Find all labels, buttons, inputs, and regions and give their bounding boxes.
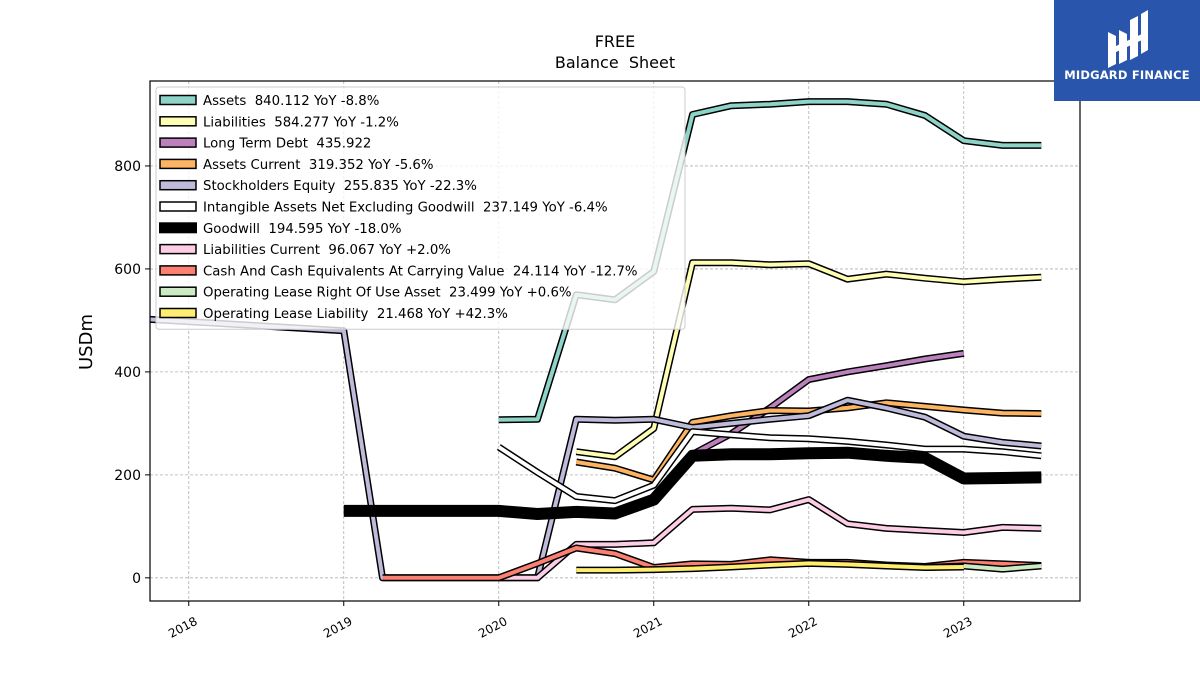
series-line [382, 546, 1042, 580]
legend-item: Goodwill 194.595 YoY -18.0% [159, 222, 402, 237]
y-tick-label: 200 [114, 468, 141, 484]
series-liabilities [575, 259, 1042, 461]
series-line [576, 561, 964, 573]
legend-label: Goodwill 194.595 YoY -18.0% [203, 222, 402, 237]
legend-item: Long Term Debt 435.922 [159, 137, 371, 152]
legend-item: Liabilities Current 96.067 YoY +2.0% [159, 243, 451, 258]
legend-item: Operating Lease Right Of Use Asset 23.49… [159, 286, 572, 301]
brand-logo: MIDGARD FINANCE [1054, 0, 1200, 101]
series-long-term-debt [690, 349, 965, 458]
series-line [576, 260, 1042, 459]
brand-name: MIDGARD FINANCE [1064, 68, 1190, 82]
x-tick-label: 2018 [166, 614, 200, 641]
legend-item: Stockholders Equity 255.835 YoY -22.3% [159, 179, 477, 194]
series-line [497, 429, 1042, 503]
midgard-logo-icon [1108, 10, 1148, 68]
legend-label: Assets 840.112 YoY -8.8% [203, 94, 379, 109]
legend-swatch [159, 222, 197, 234]
legend-swatch [159, 286, 197, 297]
legend-item: Assets 840.112 YoY -8.8% [159, 94, 379, 109]
x-tick-label: 2021 [631, 614, 665, 641]
series-cash-and-cash-equivalents-at-carrying-value [382, 544, 1042, 582]
x-tick-label: 2019 [321, 614, 355, 641]
x-tick-label: 2023 [941, 614, 975, 641]
legend-label: Operating Lease Liability 21.468 YoY +42… [203, 307, 508, 322]
legend-swatch [159, 201, 197, 212]
legend-swatch [159, 94, 197, 106]
series-operating-lease-liability [576, 559, 964, 574]
legend-item: Assets Current 319.352 YoY -5.6% [159, 158, 434, 173]
legend-item: Liabilities 584.277 YoY -1.2% [159, 115, 399, 130]
legend-label: Operating Lease Right Of Use Asset 23.49… [203, 286, 572, 301]
legend: Assets 840.112 YoY -8.8% Liabilities 584.… [155, 86, 686, 330]
legend-swatch [159, 307, 197, 319]
x-tick-label: 2020 [476, 614, 510, 641]
legend-label: Intangible Assets Net Excluding Goodwill… [203, 201, 608, 216]
legend-swatch [159, 137, 197, 148]
plot-frame [149, 80, 1081, 602]
series-line [498, 497, 1042, 580]
series-line [691, 351, 965, 457]
y-axis-label: USDm [76, 314, 97, 370]
legend-item: Intangible Assets Net Excluding Goodwill… [159, 201, 608, 216]
legend-item: Cash And Cash Equivalents At Carrying Va… [159, 264, 638, 279]
y-tick-label: 800 [114, 159, 141, 175]
legend-swatch [159, 243, 197, 255]
y-tick-label: 400 [114, 365, 141, 381]
legend-box [155, 86, 686, 330]
y-tick-label: 0 [132, 571, 141, 587]
legend-swatch [159, 265, 197, 276]
chart-title: FREE [595, 32, 636, 51]
legend-swatch [159, 179, 197, 191]
x-tick-label: 2022 [786, 614, 820, 641]
legend-label: Long Term Debt 435.922 [203, 137, 371, 152]
series-goodwill [343, 446, 1042, 520]
series-liabilities-current [498, 496, 1042, 582]
y-tick-label: 600 [114, 262, 141, 278]
chart-subtitle: Balance Sheet [555, 53, 675, 72]
legend-label: Stockholders Equity 255.835 YoY -22.3% [203, 179, 477, 194]
series-intangible-assets-net-excluding-goodwill [496, 428, 1042, 505]
legend-label: Assets Current 319.352 YoY -5.6% [203, 158, 434, 173]
legend-swatch [159, 158, 197, 170]
series-line [343, 448, 1042, 519]
legend-swatch [159, 116, 197, 127]
legend-label: Liabilities Current 96.067 YoY +2.0% [203, 243, 451, 258]
legend-label: Cash And Cash Equivalents At Carrying Va… [203, 264, 638, 279]
legend-item: Operating Lease Liability 21.468 YoY +42… [159, 307, 508, 322]
legend-label: Liabilities 584.277 YoY -1.2% [203, 115, 399, 130]
